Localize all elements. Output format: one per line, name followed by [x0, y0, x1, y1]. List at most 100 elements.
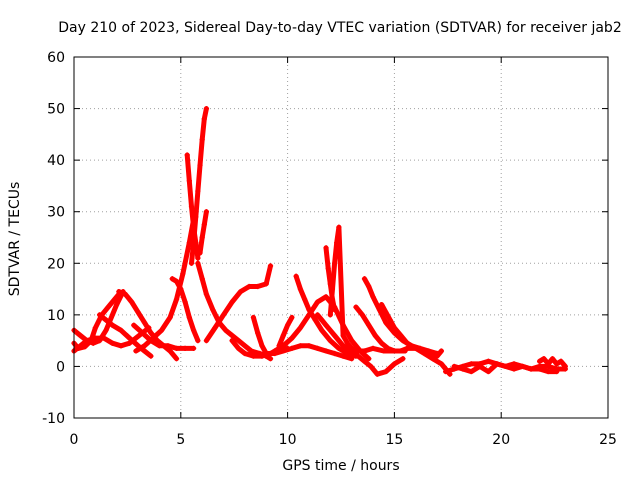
data-point: [314, 299, 321, 305]
data-point: [323, 245, 329, 251]
data-point: [229, 299, 235, 305]
data-point: [148, 353, 154, 359]
data-point: [178, 286, 184, 292]
data-point: [118, 343, 124, 349]
y-axis-title: SDTVAR / TECUs: [7, 182, 23, 297]
series-arc-21: [314, 312, 406, 377]
data-point: [135, 309, 141, 315]
x-tick-label: 5: [176, 432, 185, 448]
data-point: [545, 361, 551, 367]
data-point: [165, 343, 171, 349]
data-point: [391, 325, 397, 331]
x-tick-label: 15: [385, 432, 403, 448]
data-point: [109, 312, 116, 318]
data-point: [109, 322, 116, 328]
data-point: [385, 345, 391, 351]
data-point: [203, 209, 210, 215]
data-point: [280, 332, 286, 339]
series-arc-10: [188, 105, 210, 266]
data-point: [191, 345, 197, 351]
axis-ticks: [73, 56, 609, 419]
data-point: [378, 340, 385, 346]
data-point: [289, 345, 295, 351]
data-point: [126, 340, 133, 346]
data-point: [84, 338, 90, 344]
data-point: [180, 271, 186, 277]
data-point: [111, 296, 118, 302]
data-point: [210, 307, 216, 313]
data-point: [468, 361, 474, 367]
data-point: [378, 301, 385, 308]
data-point: [188, 203, 195, 210]
series-arc-06: [131, 322, 197, 351]
data-point: [126, 335, 133, 341]
data-point: [306, 343, 312, 349]
data-point: [372, 332, 378, 339]
data-point: [344, 350, 351, 357]
data-point: [336, 338, 342, 344]
data-point: [133, 348, 139, 354]
data-point: [289, 314, 295, 321]
data-point: [537, 358, 543, 364]
data-point: [323, 294, 329, 300]
data-point: [77, 343, 84, 349]
series-line: [362, 276, 440, 356]
data-point: [242, 350, 248, 357]
data-point: [90, 340, 96, 346]
data-point: [197, 162, 203, 168]
data-point: [195, 188, 201, 194]
data-point: [263, 353, 269, 359]
data-point: [280, 348, 286, 354]
data-point: [404, 340, 410, 346]
data-point: [173, 296, 180, 302]
data-point: [141, 319, 148, 326]
data-point: [114, 301, 120, 308]
x-tick-label: 10: [279, 432, 297, 448]
data-point: [186, 178, 192, 184]
data-point: [359, 312, 365, 318]
series-arc-28: [537, 356, 568, 370]
data-point: [327, 327, 333, 333]
data-point: [349, 338, 355, 344]
data-point: [323, 348, 329, 354]
data-point: [173, 356, 180, 362]
data-point: [554, 361, 560, 367]
data-point: [229, 338, 235, 344]
data-point: [184, 152, 190, 158]
data-series: [71, 105, 568, 377]
data-point: [156, 343, 163, 349]
data-point: [92, 335, 98, 341]
data-point: [158, 327, 165, 333]
data-point: [528, 366, 534, 372]
data-point: [413, 345, 419, 351]
data-point: [349, 348, 355, 354]
data-point: [259, 343, 265, 349]
data-point: [344, 345, 351, 351]
data-point: [340, 332, 346, 339]
data-point: [302, 296, 308, 302]
data-point: [541, 356, 547, 362]
data-point: [366, 283, 372, 290]
data-point: [319, 327, 325, 333]
data-point: [502, 363, 509, 370]
data-point: [398, 348, 404, 354]
series-arc-25: [404, 345, 444, 359]
data-point: [101, 335, 107, 341]
data-point: [182, 299, 188, 305]
axis-tick-labels: 0 5 10 15 20 25 -10 0 10 20 30 40 50 60: [42, 50, 617, 448]
data-point: [201, 222, 207, 228]
data-point: [340, 353, 346, 359]
data-point: [485, 368, 491, 375]
data-point: [519, 363, 526, 370]
data-point: [511, 366, 517, 372]
data-point: [150, 335, 156, 341]
data-point: [289, 335, 295, 341]
data-point: [306, 307, 312, 313]
data-point: [203, 338, 210, 344]
data-point: [361, 276, 368, 282]
data-point: [336, 224, 342, 230]
data-point: [355, 353, 361, 359]
data-point: [549, 356, 556, 362]
data-point: [391, 348, 397, 354]
